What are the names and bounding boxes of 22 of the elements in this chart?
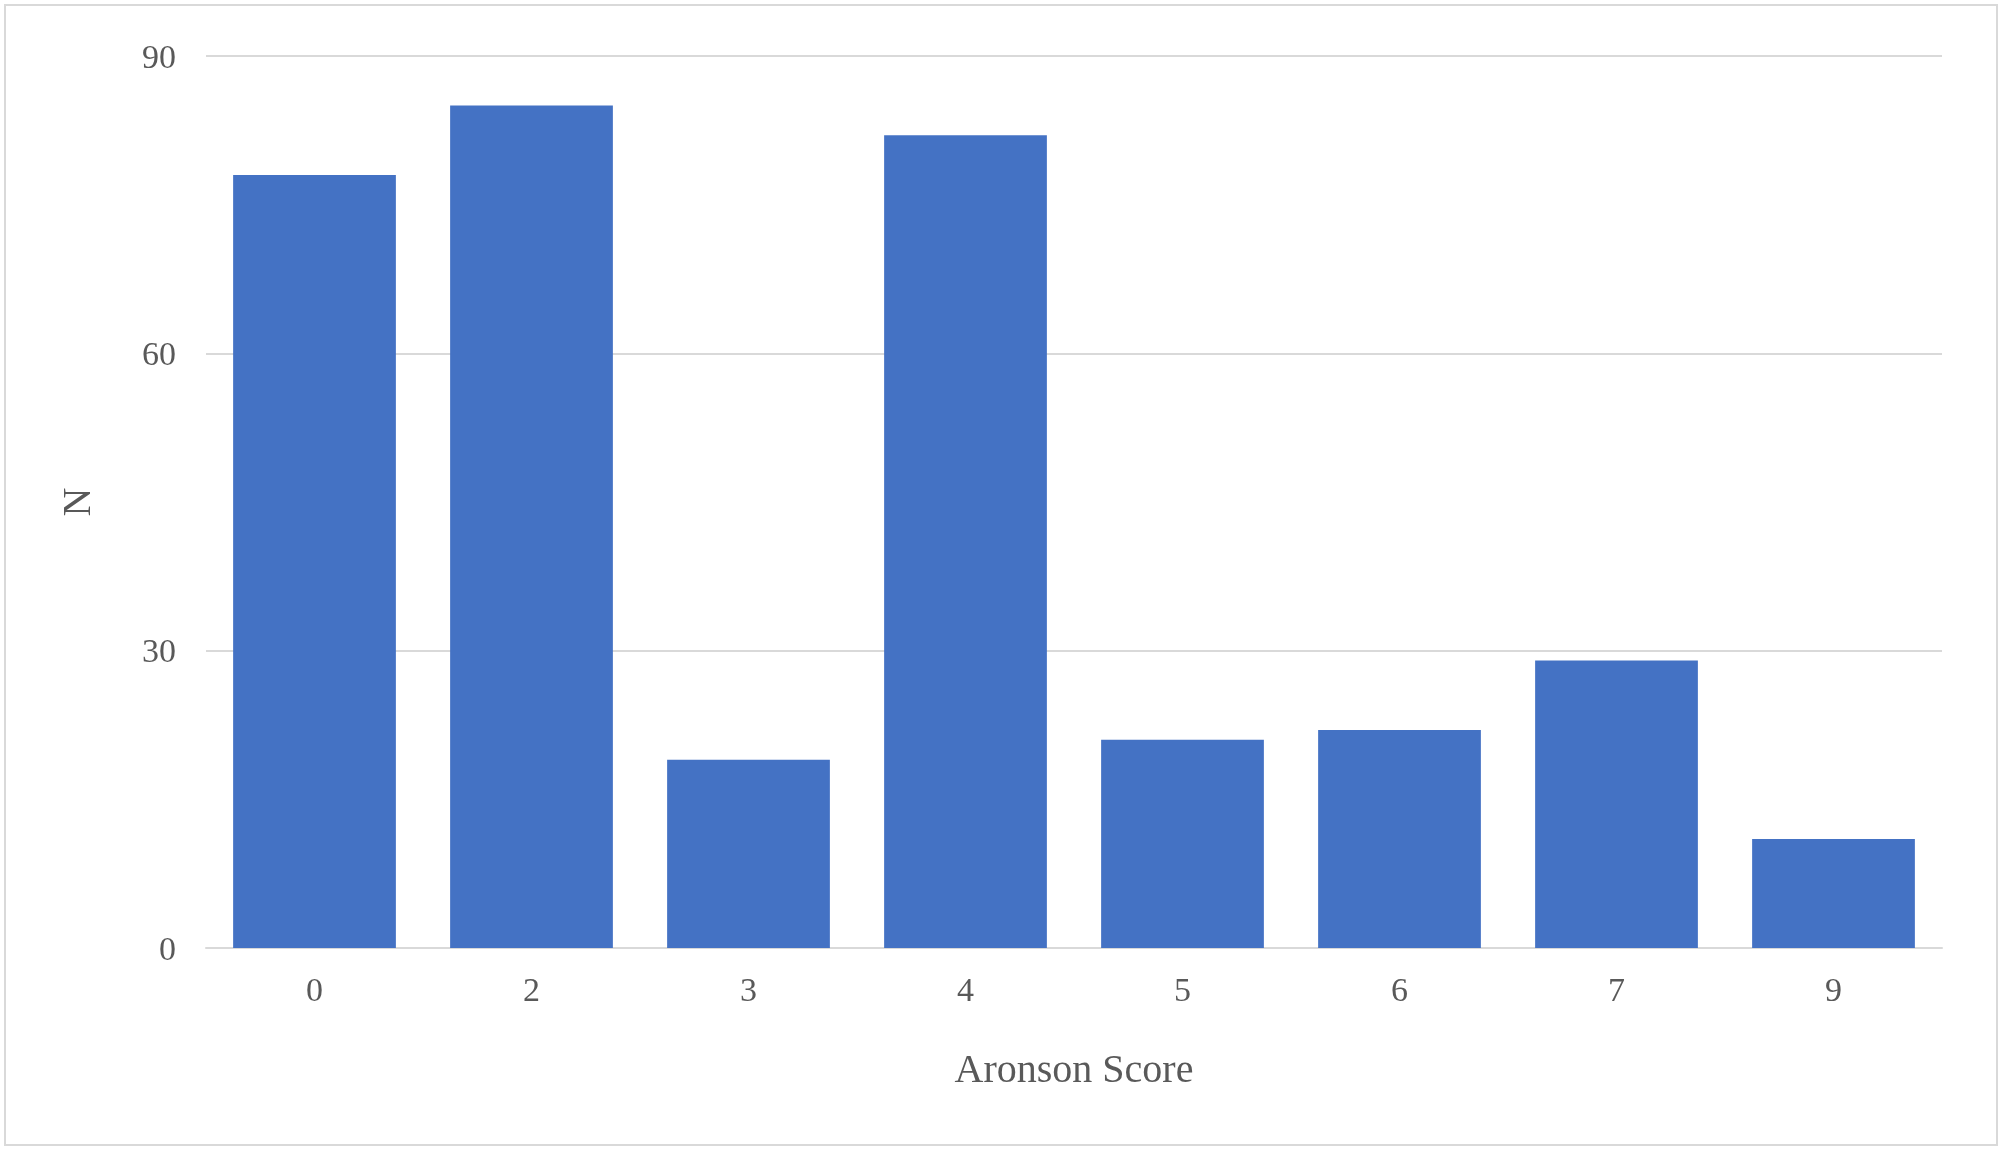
y-tick-label: 0 [159, 929, 176, 967]
bar [884, 135, 1047, 948]
bar [450, 105, 613, 948]
y-tick-label: 90 [142, 37, 176, 75]
y-tick-label: 60 [142, 334, 176, 372]
x-tick-label: 4 [957, 970, 974, 1008]
y-tick-label: 30 [142, 632, 176, 670]
bar [1535, 660, 1698, 948]
bar [1318, 729, 1481, 948]
x-tick-label: 3 [740, 970, 757, 1008]
x-axis-title: Aronson Score [954, 1045, 1194, 1091]
bar [667, 759, 830, 948]
x-tick-label: 7 [1608, 970, 1625, 1008]
bar [1101, 739, 1264, 948]
x-tick-label: 6 [1391, 970, 1408, 1008]
x-tick-label: 0 [306, 970, 323, 1008]
bar [1752, 838, 1915, 948]
y-axis-title: N [53, 487, 99, 517]
x-tick-label: 2 [523, 970, 540, 1008]
x-tick-label: 9 [1825, 970, 1842, 1008]
x-tick-label: 5 [1174, 970, 1191, 1008]
bar [233, 174, 396, 948]
